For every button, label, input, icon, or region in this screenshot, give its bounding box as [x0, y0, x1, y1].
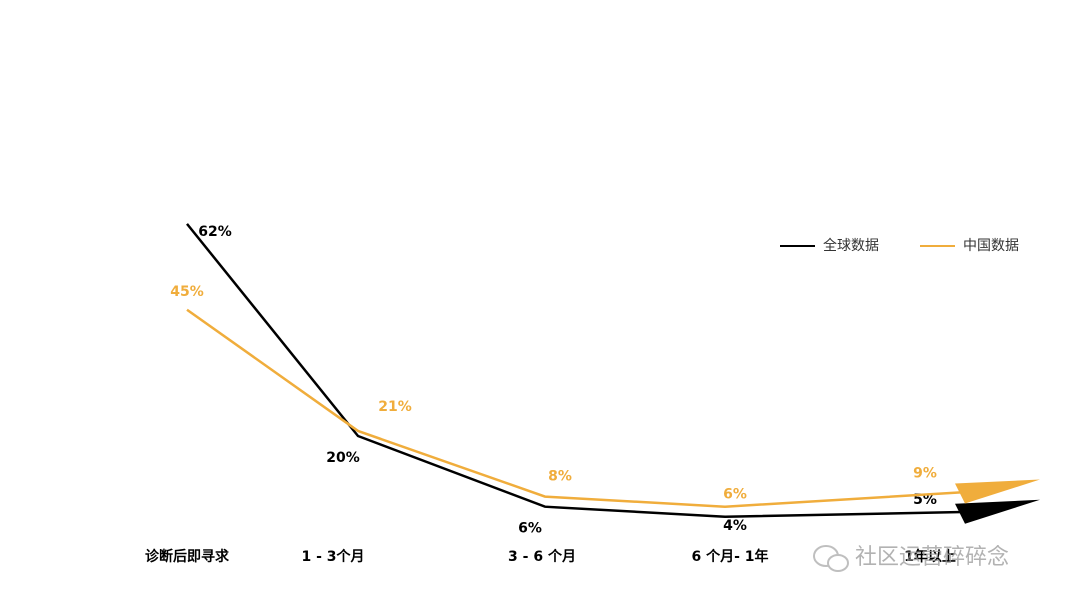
arrow-head [955, 479, 1040, 504]
arrow-head [955, 499, 1040, 524]
x-tick-label: 6 个月- 1年 [691, 548, 768, 565]
value-label: 6% [518, 521, 542, 537]
value-label: 62% [198, 224, 232, 240]
series-line [186, 223, 976, 519]
legend-label: 全球数据 [823, 237, 879, 254]
value-label: 21% [378, 399, 412, 415]
series-line [186, 308, 976, 508]
x-tick-label: 1年以上 [904, 548, 956, 565]
value-label: 9% [913, 466, 937, 482]
legend-label: 中国数据 [963, 238, 1019, 254]
value-label: 8% [548, 469, 572, 485]
watermark-text: 社区运营碎碎念 [855, 545, 1009, 570]
wechat-icon [827, 554, 849, 572]
x-tick-label: 1 - 3个月 [301, 548, 364, 565]
value-label: 45% [170, 284, 204, 300]
watermark: 社区运营碎碎念 [813, 545, 1009, 572]
x-tick-label: 诊断后即寻求 [145, 548, 230, 565]
value-label: 4% [723, 518, 747, 534]
x-tick-label: 3 - 6 个月 [508, 548, 576, 565]
value-label: 20% [326, 450, 360, 466]
value-label: 6% [723, 487, 747, 503]
